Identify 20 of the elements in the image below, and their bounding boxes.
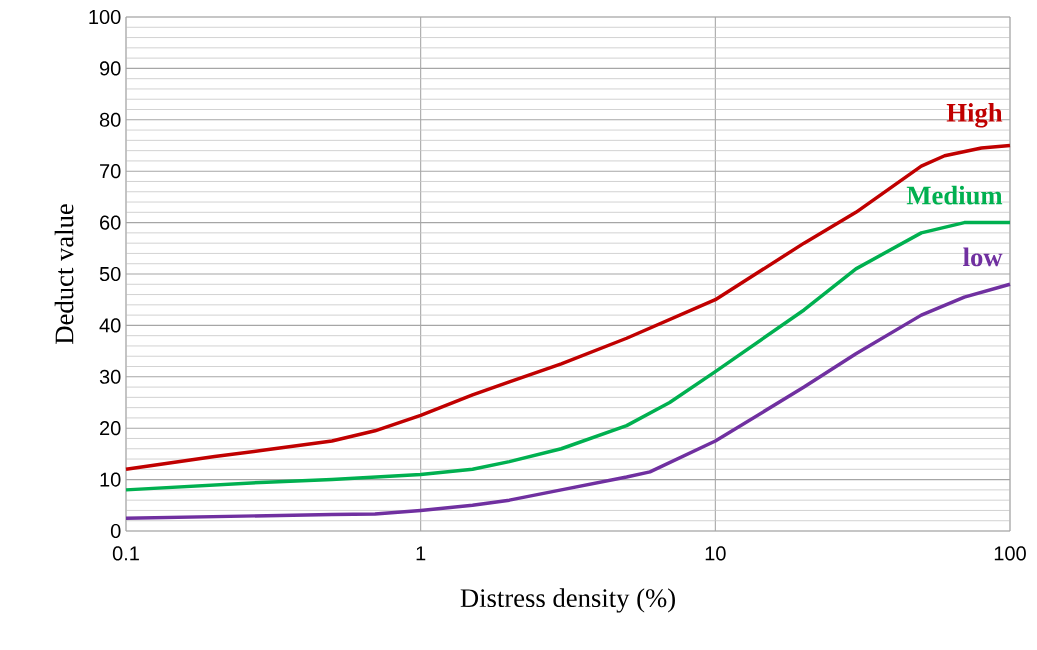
y-tick-label: 100 (89, 9, 121, 25)
y-tick-label: 50 (99, 266, 121, 282)
x-axis-title: Distress density (%) (460, 588, 675, 613)
y-tick-label: 80 (99, 112, 121, 127)
x-tick-label: 0.1 (112, 546, 139, 561)
y-tick-label: 20 (100, 421, 121, 436)
y-tick-label: 40 (99, 318, 121, 333)
y-tick-label: 90 (99, 61, 121, 76)
x-tick-label: 1 (416, 546, 426, 561)
series-label: Medium (906, 185, 1003, 205)
series-label: low (963, 247, 1003, 267)
x-tick-label: 10 (705, 546, 726, 561)
y-tick-label: 30 (99, 369, 121, 384)
series-label: High (946, 103, 1003, 128)
y-tick-label: 60 (100, 215, 121, 230)
x-tick-label: 100 (994, 546, 1026, 561)
y-axis-title: Deduct value (54, 204, 74, 344)
y-tick-label: 70 (100, 164, 121, 179)
y-tick-label: 0 (110, 523, 121, 539)
y-tick-label: 10 (100, 472, 121, 487)
